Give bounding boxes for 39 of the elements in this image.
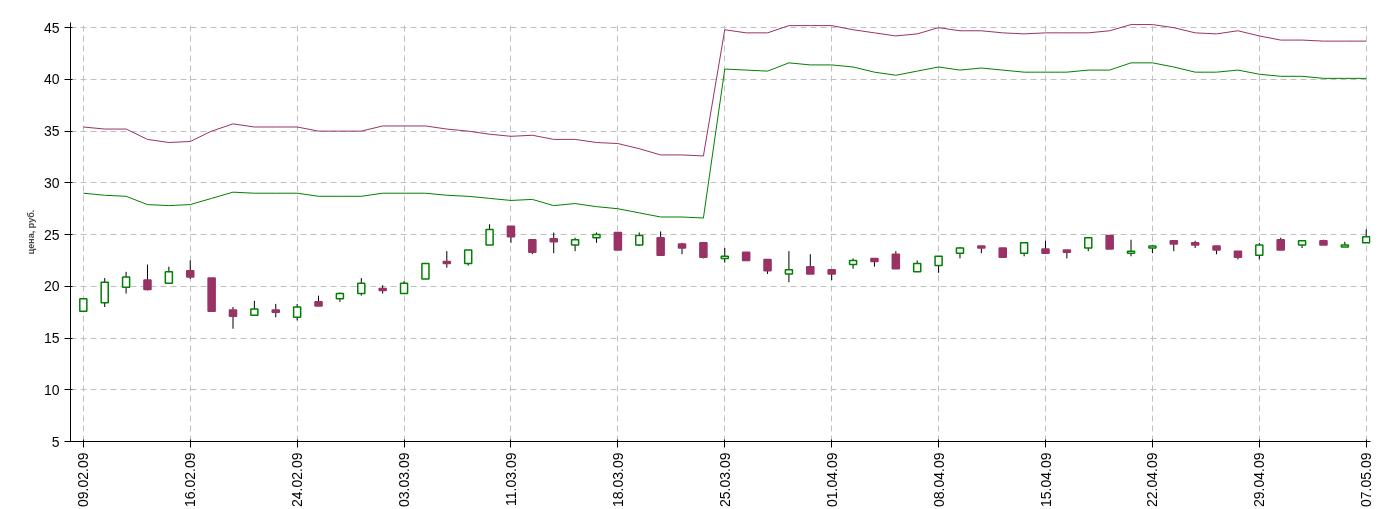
x-tick-label: 25.03.09	[716, 452, 733, 507]
y-tick-label: 25	[43, 226, 60, 243]
x-tick-label: 22.04.09	[1144, 452, 1161, 507]
x-tick-label: 15.04.09	[1037, 452, 1054, 507]
y-tick-label: 40	[43, 71, 60, 88]
candlestick	[549, 232, 558, 254]
y-tick-label: 35	[43, 123, 60, 140]
y-tick-label: 15	[43, 330, 60, 347]
line-series	[82, 24, 1367, 157]
candlestick	[784, 250, 794, 283]
x-tick-label: 09.02.09	[75, 452, 92, 507]
x-tick-label: 24.02.09	[289, 452, 306, 507]
candlestick	[806, 253, 815, 275]
x-tick-label: 07.05.09	[1358, 452, 1375, 507]
x-tick-label: 29.04.09	[1251, 452, 1268, 507]
x-tick-label: 08.04.09	[930, 452, 947, 507]
candlestick	[485, 223, 494, 246]
candlestick	[228, 306, 238, 330]
y-tick-label: 45	[43, 19, 60, 36]
y-tick-label: 10	[43, 381, 60, 398]
y-tick-label: 5	[51, 433, 60, 450]
y-tick-label: 30	[43, 174, 60, 191]
candlestick	[1062, 249, 1072, 259]
candlestick	[656, 230, 665, 257]
y-axis-title: цена, руб.	[25, 209, 36, 255]
candlestick	[100, 277, 109, 308]
x-tick-label: 01.04.09	[823, 452, 840, 507]
candlestick	[570, 237, 580, 252]
line-series	[82, 62, 1367, 219]
candlestick	[1126, 239, 1136, 257]
x-tick-label: 18.03.09	[609, 452, 626, 507]
x-tick-label: 16.02.09	[182, 452, 199, 507]
candlestick	[143, 264, 152, 291]
y-tick-label: 20	[43, 278, 60, 295]
candlestick	[121, 271, 131, 295]
candlestick	[185, 259, 195, 280]
x-tick-label: 03.03.09	[396, 452, 413, 507]
x-tick-label: 11.03.09	[502, 452, 519, 506]
candlestick	[677, 242, 687, 255]
